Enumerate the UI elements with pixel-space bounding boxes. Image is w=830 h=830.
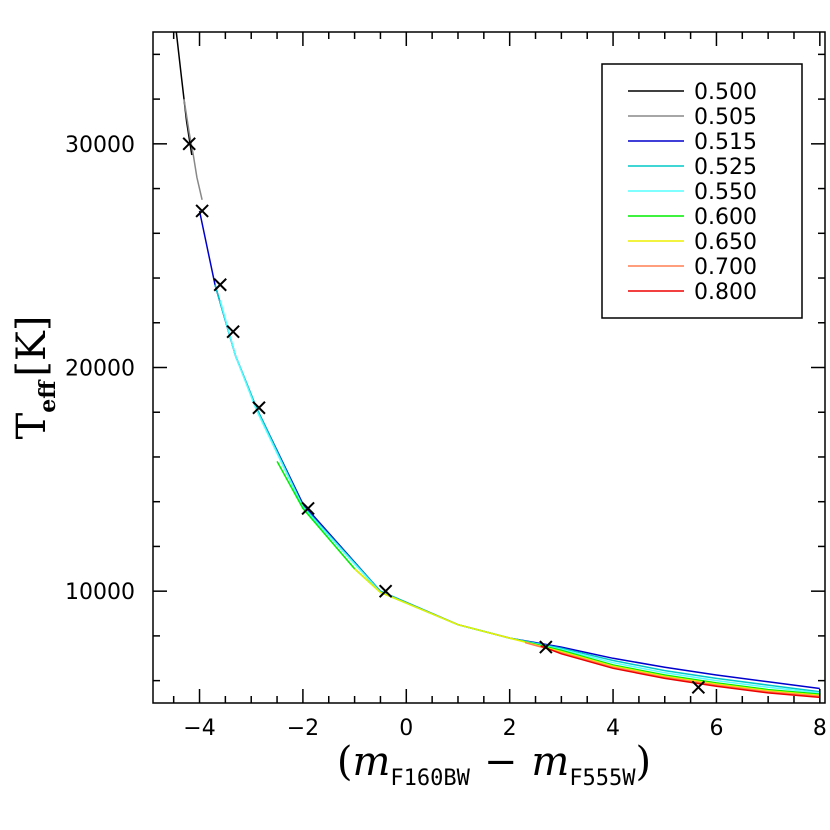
marker-stroke	[539, 640, 553, 654]
x-tick-label: 2	[503, 716, 517, 741]
plot-frame	[152, 31, 826, 704]
x-axis-label-m1: m	[352, 739, 390, 785]
series-line-0.525	[214, 284, 820, 693]
legend-entry-0.500: 0.500	[628, 80, 757, 105]
marker-stroke	[182, 137, 196, 151]
legend-label: 0.700	[694, 255, 757, 280]
marker-stroke	[213, 278, 227, 292]
series-line-0.505	[183, 98, 203, 200]
legend: 0.5000.5050.5150.5250.5500.6000.6500.700…	[601, 63, 803, 319]
series-line-0.650	[354, 568, 820, 696]
y-tick-label: 10000	[65, 580, 135, 605]
marker-layer	[182, 137, 706, 695]
x-axis-label: (mF160BW − mF555W)	[337, 739, 651, 791]
x-tick-label: 0	[399, 716, 413, 741]
marker-x-4	[252, 401, 266, 415]
legend-label: 0.650	[694, 230, 757, 255]
marker-stroke	[226, 325, 240, 339]
legend-label: 0.600	[694, 205, 757, 230]
marker-stroke	[691, 680, 706, 695]
x-tick-label: 6	[709, 716, 723, 741]
marker-x-6	[378, 584, 393, 598]
x-tick-label: −4	[183, 716, 215, 741]
legend-label: 0.500	[694, 80, 757, 105]
marker-x-3	[226, 325, 240, 339]
legend-entry-0.800: 0.800	[628, 280, 757, 305]
marker-x-0	[182, 137, 196, 151]
marker-x-2	[213, 278, 227, 292]
legend-entry-0.650: 0.650	[628, 230, 757, 255]
legend-entry-0.515: 0.515	[628, 130, 757, 155]
y-axis-label-unit: [K]	[9, 316, 55, 377]
y-axis-label: Teff[K]	[9, 316, 61, 440]
series-line-0.550	[219, 300, 820, 694]
y-axis-label-t: T	[9, 412, 55, 439]
legend-label: 0.515	[694, 130, 757, 155]
x-tick-label: −2	[287, 716, 319, 741]
legend-label: 0.505	[694, 105, 757, 130]
x-axis-label-sub2: F555W	[569, 766, 636, 791]
x-axis-label-close: )	[636, 739, 652, 785]
marker-stroke	[252, 401, 266, 415]
x-tick-label: 4	[606, 716, 620, 741]
y-tick-label: 20000	[65, 357, 135, 382]
series-line-0.800	[540, 645, 820, 699]
marker-x-7	[539, 640, 553, 654]
series-line-0.700	[524, 641, 820, 698]
legend-label: 0.550	[694, 180, 757, 205]
x-axis-label-sub1: F160BW	[390, 766, 470, 791]
y-axis-label-sub: eff	[35, 379, 61, 413]
legend-label: 0.800	[694, 280, 757, 305]
marker-stroke	[301, 501, 315, 516]
x-axis-label-minus: −	[484, 739, 518, 785]
legend-entry-0.505: 0.505	[628, 105, 757, 130]
x-axis-label-open: (	[337, 739, 353, 785]
legend-entry-0.600: 0.600	[628, 205, 757, 230]
y-tick-label: 30000	[65, 133, 135, 158]
x-axis-label-m2: m	[531, 739, 569, 785]
marker-x-5	[301, 501, 315, 516]
legend-entry-0.525: 0.525	[628, 155, 757, 180]
marker-x-8	[691, 680, 706, 695]
legend-entry-0.700: 0.700	[628, 255, 757, 280]
x-tick-label: 8	[813, 716, 827, 741]
legend-label: 0.525	[694, 155, 757, 180]
series-line-0.600	[276, 461, 820, 695]
marker-x-1	[195, 204, 209, 218]
marker-stroke	[195, 204, 209, 218]
tick-layer: −4 −2 0 2 4 6 8 10000 20000 30000	[65, 32, 827, 741]
marker-stroke	[378, 584, 393, 598]
legend-entry-0.550: 0.550	[628, 180, 757, 205]
